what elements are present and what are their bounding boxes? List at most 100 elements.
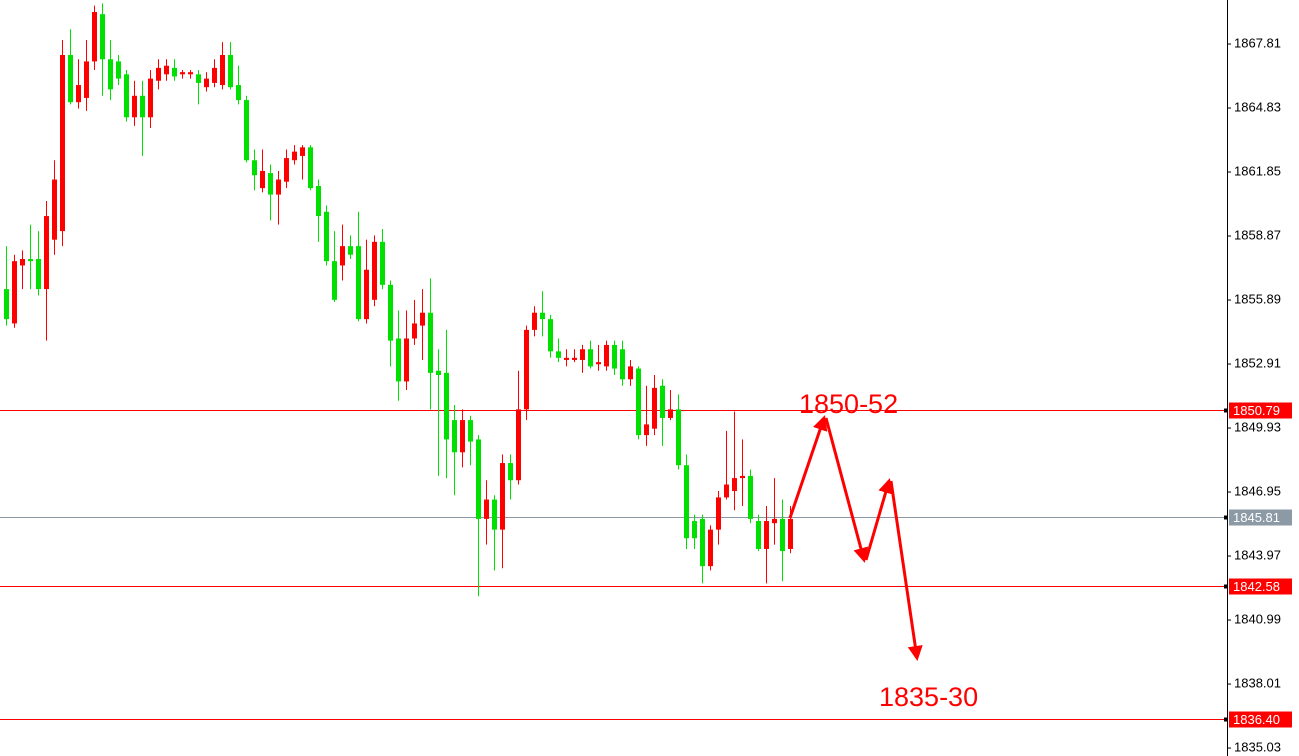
candle-body: [644, 424, 649, 436]
candle-body: [588, 349, 593, 367]
candle-body: [724, 484, 729, 498]
candle-body: [580, 349, 585, 360]
price-level-marker: [1224, 717, 1228, 722]
candle-body: [604, 344, 609, 367]
candle-body: [36, 259, 41, 290]
y-tick-label: 1840.99: [1234, 611, 1281, 626]
candle-body: [492, 499, 497, 530]
candle-body: [372, 241, 377, 300]
candle-body: [180, 72, 185, 75]
candle-body: [108, 59, 113, 90]
candle-body: [148, 78, 153, 118]
candle-body: [756, 521, 761, 549]
candle-body: [356, 246, 361, 320]
candle-body: [252, 160, 257, 176]
candle-body: [516, 409, 521, 481]
arrow: [824, 417, 869, 563]
candle-body: [324, 211, 329, 262]
price-level-tag: [1229, 509, 1292, 526]
candle-body: [748, 475, 753, 519]
forecast-arrows: [788, 415, 923, 661]
candle-body: [52, 179, 57, 240]
candle-body: [764, 521, 769, 549]
candle-body: [292, 151, 297, 161]
candle-body: [740, 475, 745, 479]
candle-body: [84, 61, 89, 98]
candle-body: [236, 85, 241, 101]
candle-body: [436, 370, 441, 375]
candle-body: [156, 67, 161, 81]
candle-body: [212, 67, 217, 83]
candle-body: [116, 61, 121, 79]
candle-body: [460, 420, 465, 453]
candle-body: [60, 54, 65, 232]
candle-body: [540, 312, 545, 320]
y-tick-label: 1835.03: [1234, 739, 1281, 754]
candle-body: [68, 54, 73, 103]
candle-body: [628, 366, 633, 380]
candle-body: [4, 289, 9, 320]
candle-body: [636, 368, 641, 436]
candle-body: [788, 518, 793, 549]
candle-body: [220, 54, 225, 86]
annotation: 1850-52: [799, 389, 898, 419]
price-level-label: 1842.58: [1233, 579, 1280, 594]
candle-body: [660, 385, 665, 418]
candle-body: [500, 463, 505, 530]
candle-body: [484, 499, 489, 519]
candle-body: [284, 158, 289, 182]
price-level-tag: [1229, 402, 1292, 419]
arrow: [788, 415, 828, 519]
price-level-marker: [1224, 515, 1228, 520]
candle-body: [548, 319, 553, 352]
candle-body: [260, 170, 265, 189]
candle-body: [468, 420, 473, 442]
y-tick-label: 1867.81: [1234, 35, 1281, 50]
price-level-tag: [1229, 578, 1292, 595]
candle-body: [12, 261, 17, 324]
candle-body: [404, 338, 409, 382]
candle-body: [524, 329, 529, 410]
candle-body: [396, 338, 401, 382]
candle-body: [444, 372, 449, 440]
candle-body: [76, 85, 81, 103]
candle-body: [476, 439, 481, 519]
candle-body: [316, 185, 321, 217]
candle-body: [388, 284, 393, 341]
candle-body: [140, 95, 145, 118]
candle-body: [420, 312, 425, 326]
candle-body: [452, 420, 457, 453]
candle-body: [772, 518, 777, 524]
candle-body: [532, 312, 537, 330]
price-level-marker: [1224, 408, 1228, 413]
y-tick-label: 1838.01: [1234, 675, 1281, 690]
candle-body: [780, 518, 785, 552]
candle-body: [620, 349, 625, 380]
arrow: [889, 480, 923, 661]
candle-body: [556, 351, 561, 358]
price-level-marker: [1224, 584, 1228, 589]
candle-body: [276, 179, 281, 195]
candle-body: [612, 344, 617, 369]
candle-body: [364, 269, 369, 320]
candle-body: [716, 497, 721, 530]
y-tick-label: 1852.91: [1234, 355, 1281, 370]
candle-body: [412, 323, 417, 339]
price-level-label: 1850.79: [1233, 403, 1280, 418]
candle-body: [508, 463, 513, 481]
candle-body: [244, 100, 249, 161]
candle-body: [164, 65, 169, 75]
candle-body: [428, 312, 433, 373]
candle-body: [300, 147, 305, 156]
candle-body: [564, 357, 569, 360]
y-tick-label: 1858.87: [1234, 227, 1281, 242]
candle-body: [572, 357, 577, 360]
candle-body: [92, 12, 97, 62]
candle-body: [708, 529, 713, 567]
price-level-tag: [1229, 711, 1292, 728]
y-tick-label: 1855.89: [1234, 291, 1281, 306]
candle-body: [196, 74, 201, 83]
y-tick-label: 1846.95: [1234, 483, 1281, 498]
